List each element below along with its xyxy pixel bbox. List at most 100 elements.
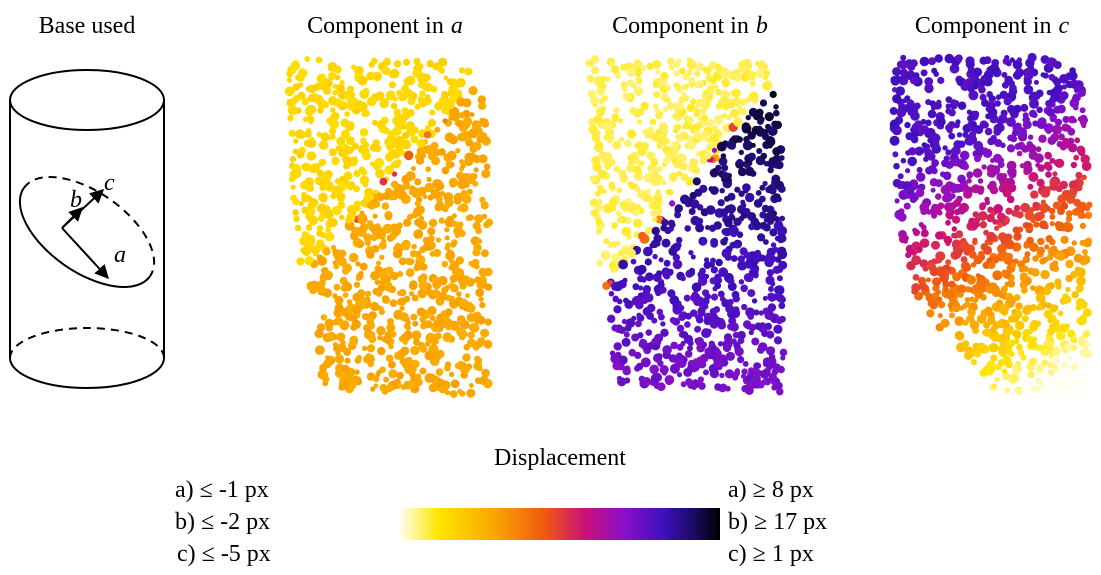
particle: [1020, 130, 1028, 138]
particle: [594, 130, 601, 137]
particle: [955, 54, 963, 63]
particle: [738, 190, 745, 197]
particle: [972, 168, 983, 178]
particle: [1030, 190, 1039, 199]
particle: [969, 131, 977, 139]
particle: [377, 346, 386, 356]
particle: [1070, 161, 1078, 169]
particle: [1004, 254, 1011, 262]
particle: [427, 118, 437, 128]
particle: [302, 247, 311, 256]
particle: [462, 194, 472, 204]
particle: [1040, 388, 1049, 397]
particle: [1049, 214, 1056, 220]
particle: [1037, 344, 1044, 352]
particle: [301, 163, 309, 171]
particle: [1065, 370, 1075, 379]
particle: [456, 172, 462, 179]
particle: [1010, 135, 1018, 143]
particle: [931, 292, 939, 299]
particle: [428, 383, 438, 393]
particle: [451, 213, 457, 219]
particle: [341, 364, 350, 373]
particle: [1068, 143, 1078, 153]
particle: [412, 187, 422, 197]
particle: [458, 328, 466, 336]
particle: [897, 76, 904, 82]
colorbar-min-label: b) ≤ -2 px: [175, 509, 270, 535]
particle: [749, 74, 756, 81]
particle: [942, 145, 948, 151]
particle: [424, 182, 435, 193]
particle: [1036, 106, 1043, 114]
particle: [755, 108, 764, 117]
particle: [301, 97, 310, 106]
particle: [993, 153, 1003, 163]
particle: [393, 60, 402, 68]
particle: [778, 296, 786, 304]
particle: [1060, 235, 1069, 244]
particle: [612, 295, 619, 303]
particle: [755, 68, 766, 79]
particle: [984, 127, 993, 136]
particle: [386, 323, 396, 332]
particle: [655, 290, 662, 297]
particle: [1032, 390, 1039, 397]
particle: [1033, 221, 1040, 228]
particle: [717, 290, 725, 298]
particle: [1075, 304, 1082, 311]
particle: [979, 368, 989, 377]
particle: [1032, 255, 1039, 262]
particle: [615, 240, 621, 246]
particle: [374, 279, 381, 286]
particle: [748, 323, 757, 332]
particle: [1028, 172, 1039, 182]
particle: [473, 167, 479, 173]
particle: [342, 267, 350, 275]
particle: [411, 166, 416, 171]
particle: [403, 77, 412, 86]
particle: [385, 152, 394, 162]
particle: [636, 108, 645, 116]
particle: [949, 297, 956, 304]
particle: [408, 380, 416, 388]
particle: [618, 259, 628, 270]
particle: [446, 150, 457, 161]
particle: [657, 166, 664, 172]
particle: [659, 78, 668, 87]
particle: [358, 270, 364, 276]
particle: [705, 205, 716, 215]
particle: [751, 377, 760, 386]
particle: [1048, 73, 1056, 81]
particle: [373, 304, 381, 311]
particle: [676, 324, 685, 333]
particle: [448, 265, 454, 271]
particle: [402, 181, 411, 190]
particle: [770, 248, 776, 255]
panel-title-text: Component in: [612, 13, 749, 39]
particle: [705, 328, 712, 335]
particle: [472, 180, 479, 187]
particle: [650, 172, 660, 182]
particle: [777, 185, 786, 193]
particle: [757, 125, 763, 131]
particle: [720, 153, 727, 159]
particle: [642, 377, 652, 386]
particle: [640, 142, 649, 151]
particle: [418, 148, 425, 155]
particle: [637, 264, 647, 275]
particle: [773, 120, 782, 130]
particle: [478, 154, 488, 164]
particle: [740, 284, 748, 293]
particle: [316, 254, 324, 261]
particle: [328, 148, 337, 157]
particle: [412, 320, 419, 327]
particle: [1055, 185, 1063, 193]
particle: [443, 75, 449, 81]
particle: [393, 115, 400, 121]
particle: [644, 258, 652, 266]
particle: [429, 109, 436, 116]
particle: [934, 54, 943, 63]
particle: [370, 233, 378, 242]
particle: [762, 295, 768, 301]
